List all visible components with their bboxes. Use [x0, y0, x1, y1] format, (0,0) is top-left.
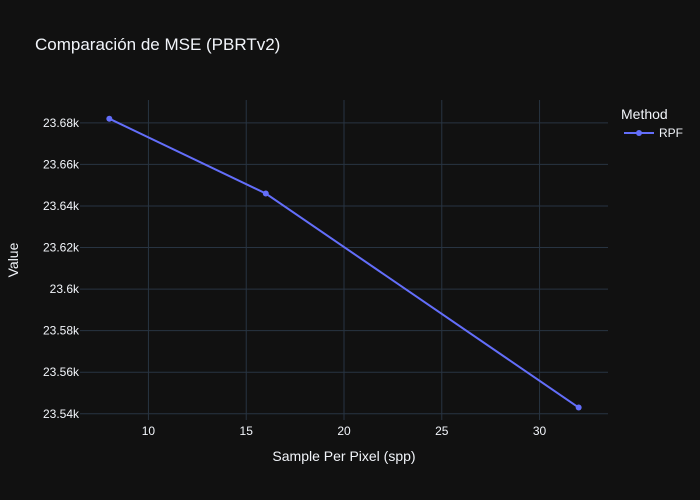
data-point	[262, 190, 269, 197]
data-point	[106, 115, 113, 122]
x-axis-title: Sample Per Pixel (spp)	[272, 448, 415, 464]
data-point	[575, 404, 582, 411]
chart-title: Comparación de MSE (PBRTv2)	[35, 35, 280, 54]
legend: Method RPF	[621, 106, 683, 140]
legend-items: RPF	[624, 126, 683, 140]
legend-label: RPF	[659, 126, 683, 140]
y-axis-ticks: 23.54k 23.56k 23.58k 23.6k 23.62k 23.64k 23.66…	[43, 116, 80, 421]
x-tick-label: 10	[142, 424, 156, 438]
x-tick-label: 30	[533, 424, 547, 438]
y-tick-label: 23.58k	[43, 324, 80, 338]
y-tick-label: 23.64k	[43, 199, 80, 213]
y-tick-label: 23.54k	[43, 407, 80, 421]
x-gridlines	[147, 100, 541, 420]
y-tick-label: 23.68k	[43, 116, 80, 130]
series-layer	[106, 115, 582, 411]
x-tick-label: 25	[435, 424, 449, 438]
legend-marker	[636, 130, 642, 136]
y-tick-label: 23.56k	[43, 365, 80, 379]
y-tick-label: 23.62k	[43, 241, 80, 255]
y-tick-label: 23.66k	[43, 157, 80, 171]
x-tick-label: 15	[240, 424, 254, 438]
x-axis-ticks: 10 15 20 25 30	[142, 424, 547, 438]
y-tick-label: 23.6k	[50, 282, 80, 296]
y-axis-title: Value	[5, 242, 21, 277]
x-tick-label: 20	[337, 424, 351, 438]
legend-title: Method	[621, 106, 668, 122]
